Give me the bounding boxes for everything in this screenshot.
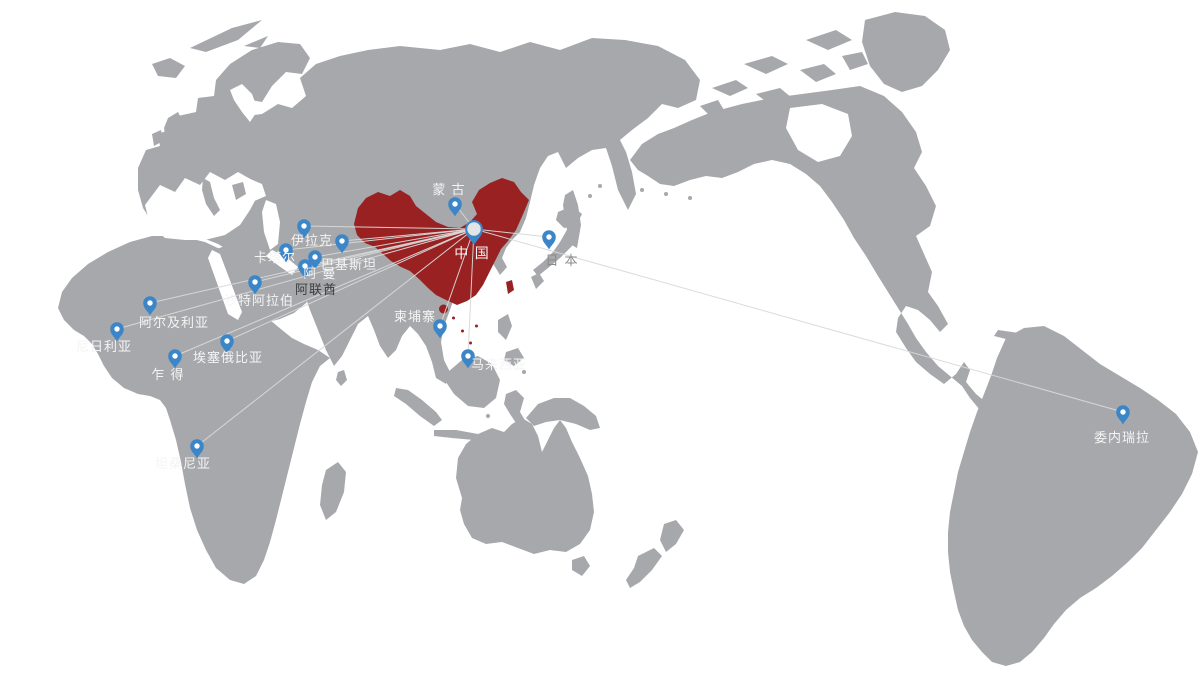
label-nigeria: 尼日利亚	[76, 340, 132, 355]
map-pin-japan[interactable]	[542, 230, 556, 250]
landmass-north-america	[630, 86, 1024, 438]
map-pin-malaysia[interactable]	[461, 349, 475, 369]
label-malaysia: 马来西亚	[471, 358, 527, 373]
route-line-qatar	[285, 228, 475, 251]
pin-hole-saudi-arabia	[252, 279, 258, 285]
pin-hole-cambodia	[437, 323, 443, 329]
label-japan: 日 本	[545, 254, 578, 269]
pin-icon-mongolia	[448, 197, 462, 217]
route-line-iraq	[303, 225, 475, 230]
map-pin-algeria[interactable]	[143, 296, 157, 316]
pin-hole-qatar	[283, 247, 289, 253]
pin-hole-japan	[546, 234, 552, 240]
pin-icon-cambodia	[433, 319, 447, 339]
label-qatar: 卡塔尔	[254, 251, 296, 266]
pin-icon-malaysia	[461, 349, 475, 369]
pin-hole-malaysia	[465, 353, 471, 359]
highlighted-country-china	[354, 178, 529, 345]
map-pin-saudi-arabia[interactable]	[248, 275, 262, 295]
islands-southeast-asia	[320, 314, 600, 520]
label-oman: 阿 曼	[303, 267, 336, 282]
label-chad: 乍 得	[151, 367, 184, 383]
route-line-algeria	[149, 228, 475, 304]
islands-japan	[531, 206, 582, 289]
pin-icon-uae	[298, 259, 312, 279]
china-mainland	[354, 178, 529, 305]
map-pin-pakistan[interactable]	[335, 234, 349, 254]
pin-hole-pakistan	[339, 238, 345, 244]
pin-icon-nigeria	[110, 322, 124, 342]
pin-icon-saudi-arabia	[248, 275, 262, 295]
label-ethiopia: 埃塞俄比亚	[193, 350, 263, 366]
pin-icon-oman	[308, 250, 322, 270]
map-pin-china[interactable]	[465, 220, 483, 246]
pin-icon-qatar	[279, 243, 293, 263]
pin-icon-ethiopia	[220, 334, 234, 354]
route-line-malaysia	[467, 228, 475, 357]
pin-hole-venezuela	[1120, 409, 1126, 415]
landmass-greenland	[862, 12, 950, 92]
pin-icon-pakistan	[335, 234, 349, 254]
route-line-tanzania	[196, 228, 475, 447]
pin-hole-iraq	[301, 223, 307, 229]
label-mongolia: 蒙 古	[432, 183, 465, 198]
pin-icon-iraq	[297, 219, 311, 239]
landmass-australia	[456, 418, 594, 576]
map-pin-ethiopia[interactable]	[220, 334, 234, 354]
map-pin-tanzania[interactable]	[190, 439, 204, 459]
label-uae: 阿联酋	[295, 282, 337, 298]
map-pin-chad[interactable]	[168, 349, 182, 369]
islands-caribbean	[994, 330, 1084, 376]
map-pin-nigeria[interactable]	[110, 322, 124, 342]
islands	[152, 20, 1084, 588]
map-pin-mongolia[interactable]	[448, 197, 462, 217]
pin-icon-japan	[542, 230, 556, 250]
map-pin-iraq[interactable]	[297, 219, 311, 239]
pin-icon-chad	[168, 349, 182, 369]
label-tanzania: 坦桑尼亚	[155, 457, 211, 472]
pin-hole-algeria	[147, 300, 153, 306]
route-line-nigeria	[116, 228, 475, 330]
pin-hole-uae	[302, 263, 308, 269]
landmass-south-america	[948, 326, 1198, 666]
route-line-ethiopia	[226, 228, 475, 342]
map-pin-uae[interactable]	[298, 259, 312, 279]
route-line-japan	[473, 228, 550, 238]
pin-icon-venezuela	[1116, 405, 1130, 425]
pin-hole-ethiopia	[224, 338, 230, 344]
pin-icon-algeria	[143, 296, 157, 316]
pin-icon-tanzania	[190, 439, 204, 459]
pin-hole-oman	[312, 254, 318, 260]
pin-hole-mongolia	[452, 201, 458, 207]
map-pin-qatar[interactable]	[279, 243, 293, 263]
map-pin-cambodia[interactable]	[433, 319, 447, 339]
route-line-venezuela	[473, 228, 1124, 413]
label-iraq: 伊拉克	[291, 234, 333, 249]
label-pakistan: 巴基斯坦	[321, 258, 377, 273]
route-line-cambodia	[439, 228, 475, 327]
pin-hole-nigeria	[114, 326, 120, 332]
islands-atlantic	[152, 20, 268, 152]
pin-hole-chad	[172, 353, 178, 359]
label-venezuela: 委内瑞拉	[1094, 430, 1150, 446]
pin-hole-tanzania	[194, 443, 200, 449]
map-pin-oman[interactable]	[308, 250, 322, 270]
label-china: 中 国	[454, 246, 489, 262]
label-algeria: 阿尔及利亚	[139, 316, 209, 331]
islands-arctic-canada	[700, 30, 868, 114]
south-europe-peninsulas	[202, 178, 246, 216]
pin-hole-china	[467, 222, 481, 236]
label-cambodia: 柬埔寨	[394, 309, 436, 325]
map-pin-venezuela[interactable]	[1116, 405, 1130, 425]
location-pins	[110, 197, 1130, 459]
label-saudi-arabia: 沙特阿拉伯	[224, 294, 294, 309]
